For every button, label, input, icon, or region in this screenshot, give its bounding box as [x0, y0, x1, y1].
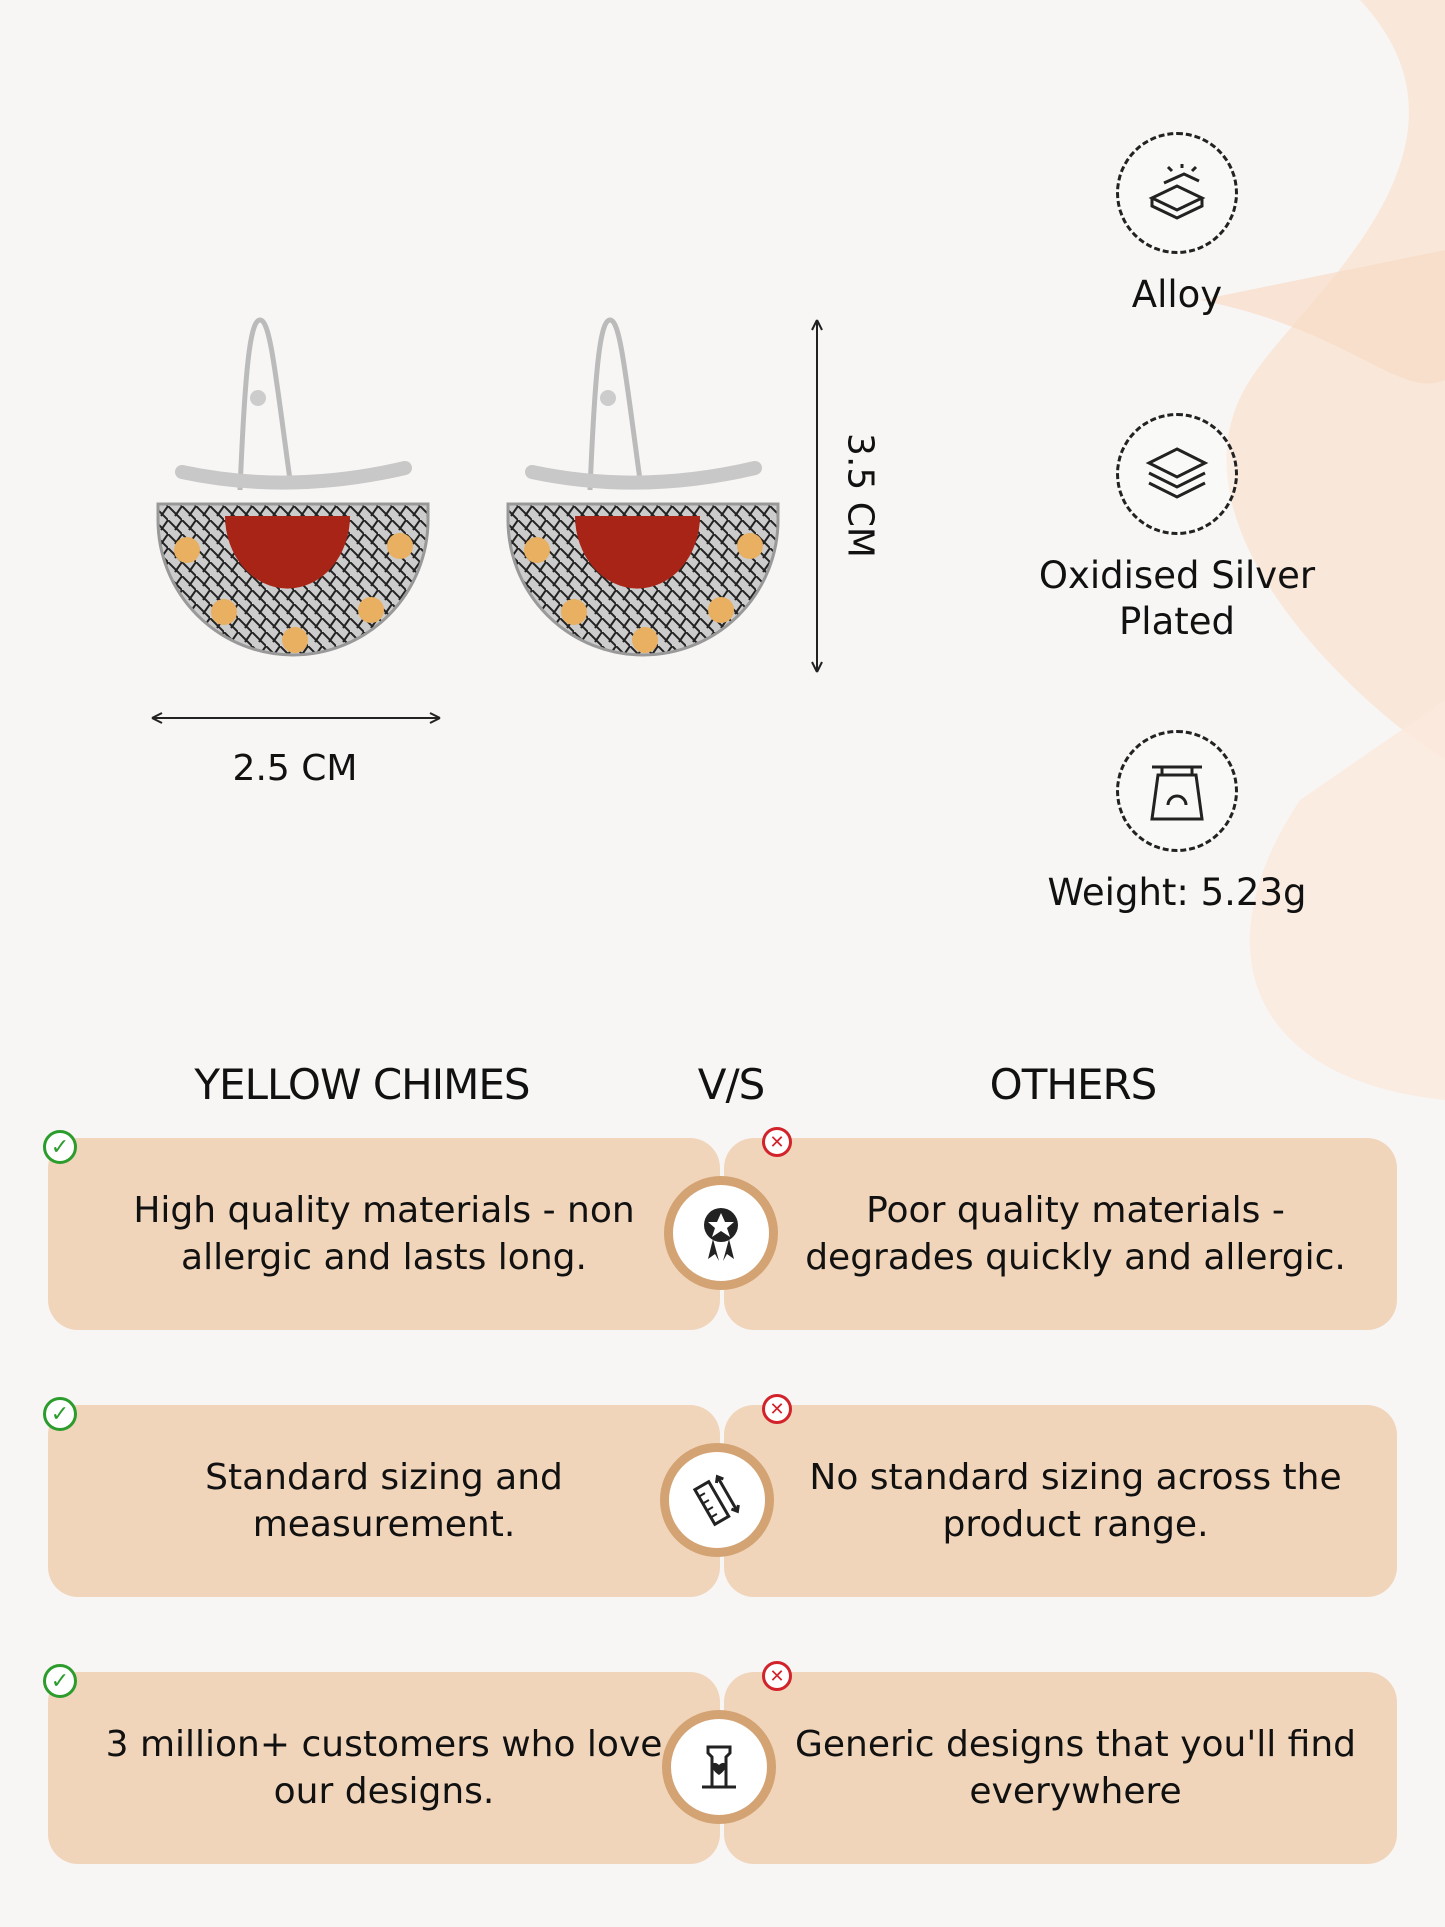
feature-label: Weight: 5.23g: [1047, 871, 1307, 914]
ours-text: 3 million+ customers who love our design…: [105, 1724, 663, 1812]
feature-label: Oxidised Silver Plated: [1038, 554, 1316, 643]
ours-text: High quality materials - non allergic an…: [133, 1190, 635, 1278]
heading-yellow-chimes: YELLOW CHIMES: [194, 1060, 530, 1109]
cross-icon: ✕: [762, 1127, 792, 1157]
metal-bars-icon: [1148, 164, 1206, 220]
cross-icon: ✕: [762, 1661, 792, 1691]
feature-label: Alloy: [1131, 273, 1223, 316]
ours-card: Standard sizing and measurement.: [48, 1405, 720, 1597]
ours-card: High quality materials - non allergic an…: [48, 1138, 720, 1330]
others-card: No standard sizing across the product ra…: [724, 1405, 1397, 1597]
others-text: Generic designs that you'll find everywh…: [794, 1724, 1357, 1812]
others-text: Poor quality materials - degrades quickl…: [805, 1190, 1346, 1278]
width-arrow: [151, 712, 441, 724]
width-label: 2.5 CM: [232, 748, 358, 789]
height-label: 3.5 CM: [839, 433, 881, 558]
feature-weight: Weight: 5.23g: [1027, 730, 1327, 916]
feature-plating: Oxidised Silver Plated: [1027, 413, 1327, 645]
ours-text: Standard sizing and measurement.: [205, 1457, 563, 1545]
heading-others: OTHERS: [989, 1060, 1158, 1109]
others-text: No standard sizing across the product ra…: [809, 1457, 1342, 1545]
ours-card: 3 million+ customers who love our design…: [48, 1672, 720, 1864]
others-card: Poor quality materials - degrades quickl…: [724, 1138, 1397, 1330]
feature-alloy: Alloy: [1027, 132, 1327, 318]
customer-love-icon: [662, 1710, 776, 1824]
heading-vs: V/S: [697, 1060, 766, 1109]
earrings-image: [156, 317, 780, 657]
check-icon: ✓: [43, 1397, 77, 1431]
earring-left: [156, 317, 430, 657]
ruler-measure-icon: [660, 1443, 774, 1557]
layers-icon: [1145, 447, 1209, 499]
check-icon: ✓: [43, 1130, 77, 1164]
height-arrow: [811, 319, 823, 673]
others-card: Generic designs that you'll find everywh…: [724, 1672, 1397, 1864]
weighing-scale-icon: [1150, 765, 1204, 821]
cross-icon: ✕: [762, 1394, 792, 1424]
award-ribbon-icon: [664, 1176, 778, 1290]
check-icon: ✓: [43, 1664, 77, 1698]
earring-right: [506, 317, 780, 657]
